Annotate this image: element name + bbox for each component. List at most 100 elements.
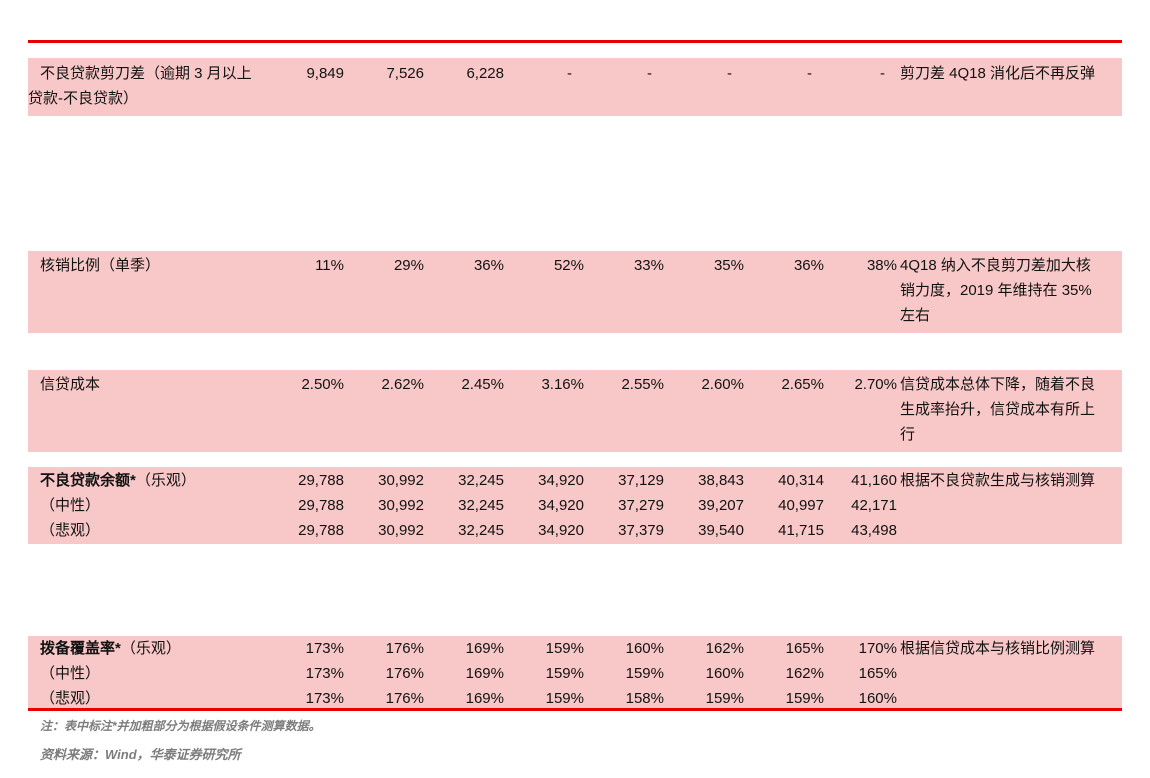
cell-value: 9,849: [306, 65, 344, 82]
row-label: 拨备覆盖率*（乐观）: [28, 636, 256, 661]
cell-value: 34,920: [538, 472, 584, 489]
cell-value: 2.45%: [461, 376, 504, 393]
cell-value: 34,920: [538, 522, 584, 539]
cell-value: 37,279: [618, 497, 664, 514]
row-label: （悲观）: [28, 686, 256, 708]
table-section: 不良贷款余额*（乐观） 29,788 30,992 32,245 34,920 37,12…: [28, 467, 1122, 544]
row-label-text: （悲观）: [40, 690, 101, 707]
cell-value: 29,788: [298, 497, 344, 514]
cell-value: 40,997: [778, 497, 824, 514]
cell-value: 169%: [465, 665, 504, 682]
cell-value: 41,715: [778, 522, 824, 539]
cell-value: 36%: [793, 257, 824, 274]
cell-value: 160%: [858, 690, 897, 707]
cell-value: 32,245: [458, 522, 504, 539]
cell-value: 173%: [305, 640, 344, 657]
row-label-text: （中性）: [40, 497, 101, 514]
row-label-text: 核销比例（单季）: [40, 257, 161, 274]
cell-value: 2.50%: [301, 376, 344, 393]
cell-value: 170%: [858, 640, 897, 657]
cell-value: 37,379: [618, 522, 664, 539]
cell-value: 159%: [785, 690, 824, 707]
cell-value: 37,129: [618, 472, 664, 489]
row-label-text: 信贷成本: [40, 376, 101, 393]
cell-value: 32,245: [458, 497, 504, 514]
data-source: 资料来源：Wind，华泰证券研究所: [40, 747, 241, 762]
cell-value: 30,992: [378, 522, 424, 539]
cell-value: 2.55%: [621, 376, 664, 393]
cell-value: 173%: [305, 665, 344, 682]
cell-value: 159%: [705, 690, 744, 707]
table-top-rule: [28, 40, 1122, 43]
cell-value: 158%: [625, 690, 664, 707]
row-note: 信贷成本总体下降，随着不良生成率抬升，信贷成本有所上行: [900, 376, 1096, 443]
table-section: 拨备覆盖率*（乐观） 173% 176% 169% 159% 160% 162% 165% 17…: [28, 636, 1122, 708]
cell-value: 176%: [385, 665, 424, 682]
cell-value: 2.70%: [854, 376, 897, 393]
cell-value: 176%: [385, 690, 424, 707]
cell-value: 159%: [625, 665, 664, 682]
cell-value: 29,788: [298, 522, 344, 539]
cell-value: 165%: [858, 665, 897, 682]
row-label: 不良贷款剪刀差（逾期 3 月以上贷款-不良贷款）: [28, 61, 256, 111]
cell-value: 33%: [633, 257, 664, 274]
cell-value: 160%: [705, 665, 744, 682]
cell-value: 36%: [473, 257, 504, 274]
row-note: 根据信贷成本与核销比例测算: [900, 640, 1096, 657]
table-bottom-rule: [28, 708, 1122, 711]
row-label-strong: 不良贷款余额*: [40, 472, 136, 489]
row-note: 根据不良贷款生成与核销测算: [900, 472, 1096, 489]
cell-value: 29%: [393, 257, 424, 274]
cell-value: 30,992: [378, 497, 424, 514]
cell-value: 160%: [625, 640, 664, 657]
cell-value: 2.60%: [701, 376, 744, 393]
row-label: （中性）: [28, 661, 256, 686]
cell-value: 159%: [545, 665, 584, 682]
cell-value: 6,228: [466, 65, 504, 82]
row-label: 不良贷款余额*（乐观）: [28, 468, 256, 493]
cell-value: 2.65%: [781, 376, 824, 393]
table-section: 核销比例（单季） 11% 29% 36% 52% 33% 35% 36% 38% 4Q18 纳入不…: [28, 251, 1122, 333]
cell-value: -: [880, 65, 885, 82]
cell-value: 34,920: [538, 497, 584, 514]
cell-value: 7,526: [386, 65, 424, 82]
cell-value: 41,160: [851, 472, 897, 489]
cell-value: 39,540: [698, 522, 744, 539]
row-label-text: （乐观）: [135, 472, 196, 489]
cell-value: 165%: [785, 640, 824, 657]
cell-value: 2.62%: [381, 376, 424, 393]
cell-value: 42,171: [851, 497, 897, 514]
row-label: 核销比例（单季）: [28, 253, 256, 303]
cell-value: 38,843: [698, 472, 744, 489]
table-footnote: 注：表中标注*并加粗部分为根据假设条件测算数据。: [40, 719, 321, 733]
cell-value: 169%: [465, 690, 504, 707]
cell-value: 40,314: [778, 472, 824, 489]
cell-value: 159%: [545, 690, 584, 707]
cell-value: 159%: [545, 640, 584, 657]
cell-value: 38%: [866, 257, 897, 274]
row-note: 剪刀差 4Q18 消化后不再反弹: [900, 65, 1096, 82]
row-note: 4Q18 纳入不良剪刀差加大核销力度，2019 年维持在 35%左右: [900, 257, 1092, 324]
row-label: （中性）: [28, 493, 256, 518]
cell-value: 3.16%: [541, 376, 584, 393]
cell-value: 176%: [385, 640, 424, 657]
cell-value: -: [647, 65, 652, 82]
cell-value: 162%: [705, 640, 744, 657]
cell-value: -: [807, 65, 812, 82]
row-label-text: （悲观）: [40, 522, 101, 539]
table-section: 不良贷款剪刀差（逾期 3 月以上贷款-不良贷款） 9,849 7,526 6,228 -…: [28, 58, 1122, 116]
cell-value: 35%: [713, 257, 744, 274]
table-section: 信贷成本 2.50% 2.62% 2.45% 3.16% 2.55% 2.60% 2.65% 2…: [28, 370, 1122, 452]
row-label-text: （乐观）: [120, 640, 181, 657]
row-label-text: （中性）: [40, 665, 101, 682]
row-label-strong: 拨备覆盖率*: [40, 640, 121, 657]
row-label: 信贷成本: [28, 372, 256, 422]
cell-value: 52%: [553, 257, 584, 274]
cell-value: 39,207: [698, 497, 744, 514]
cell-value: 173%: [305, 690, 344, 707]
cell-value: 29,788: [298, 472, 344, 489]
cell-value: 169%: [465, 640, 504, 657]
row-label-text: 不良贷款剪刀差（逾期 3 月以上贷款-不良贷款）: [28, 65, 252, 107]
cell-value: -: [567, 65, 572, 82]
